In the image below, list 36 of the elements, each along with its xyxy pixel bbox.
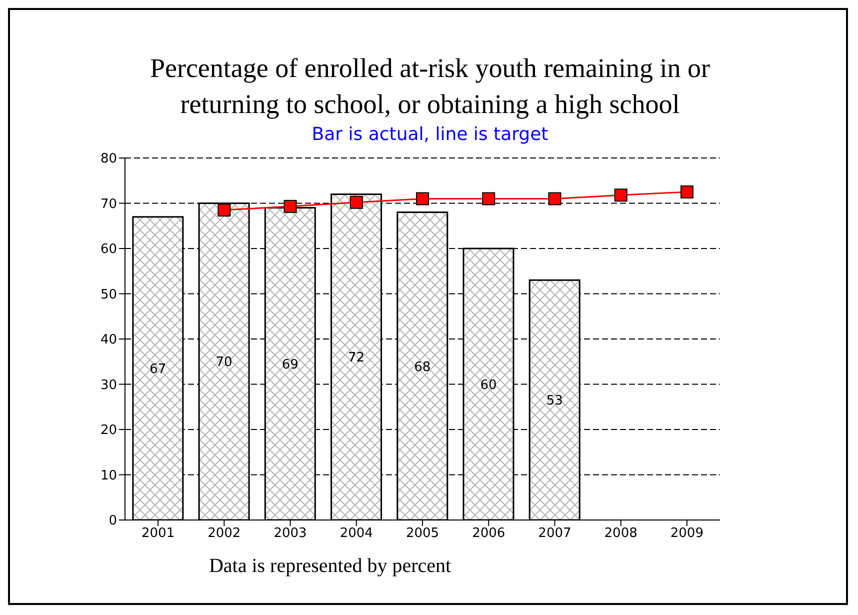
y-tick-label: 40 bbox=[100, 332, 117, 348]
point bbox=[284, 200, 297, 213]
y-tick-label: 80 bbox=[100, 152, 117, 167]
data-label: 67 bbox=[150, 362, 166, 378]
y-tick-label: 0 bbox=[108, 514, 117, 529]
x-tick-label: 2007 bbox=[538, 526, 572, 542]
data-label: 60 bbox=[480, 378, 497, 393]
data-label: 72 bbox=[348, 350, 365, 366]
x-tick-label: 2002 bbox=[208, 526, 241, 542]
point bbox=[614, 188, 628, 202]
y-tick-label: 30 bbox=[100, 378, 117, 393]
point bbox=[482, 192, 496, 206]
point bbox=[350, 196, 363, 209]
y-tick-label: 70 bbox=[100, 196, 117, 212]
point bbox=[218, 204, 231, 217]
chart-title: Percentage of enrolled at-risk youth remaining in or returning to school, or obtaining a high school bbox=[148, 52, 712, 121]
text: Data is represented by percent bbox=[208, 555, 452, 578]
x-tick-label: 2003 bbox=[274, 526, 307, 542]
point bbox=[680, 185, 694, 198]
x-tick-label: 2009 bbox=[670, 526, 704, 542]
data-label: 68 bbox=[414, 360, 431, 375]
y-tick-label: 60 bbox=[100, 242, 117, 258]
y-tick-label: 50 bbox=[100, 287, 117, 302]
data-label: 69 bbox=[282, 358, 298, 373]
data-label: 53 bbox=[546, 394, 563, 409]
x-tick-label: 2004 bbox=[340, 526, 373, 542]
x-tick-label: 2006 bbox=[472, 526, 506, 542]
x-tick-label: 2001 bbox=[142, 526, 175, 542]
point bbox=[548, 192, 562, 206]
point bbox=[416, 192, 429, 206]
x-tick-label: 2005 bbox=[406, 526, 440, 542]
x-tick-label: 2008 bbox=[604, 526, 638, 542]
data-label: 70 bbox=[216, 355, 232, 370]
y-tick-label: 10 bbox=[100, 468, 117, 484]
chart-subtitle: Bar is actual, line is target bbox=[310, 124, 550, 145]
y-tick-label: 20 bbox=[100, 423, 117, 438]
